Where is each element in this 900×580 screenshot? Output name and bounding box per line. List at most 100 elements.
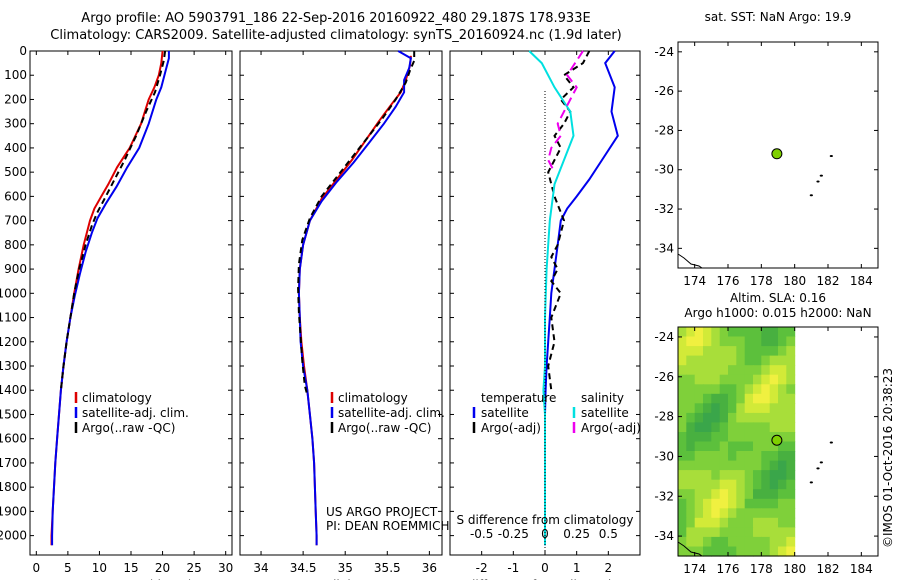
sla-cell (711, 432, 721, 443)
island-outline (816, 467, 820, 470)
sla-cell (728, 327, 737, 338)
sla-cell (686, 393, 696, 404)
sla-cell (728, 432, 737, 443)
sla-cell (728, 441, 737, 452)
sla-cell (711, 517, 721, 528)
sla-cell (719, 374, 729, 385)
sla-cell (719, 546, 729, 557)
sla-cell (744, 479, 754, 490)
sla-cell (778, 508, 787, 519)
sla-cell (719, 355, 729, 366)
depth-tick-label: 200 (4, 92, 27, 106)
sla-cell (728, 336, 737, 347)
sla-cell (678, 327, 687, 338)
lat-tick-label: -34 (654, 241, 674, 255)
sla-cell (678, 336, 687, 347)
depth-tick-label: 500 (4, 165, 27, 179)
sla-cell (686, 508, 696, 519)
depth-tick-label: 1600 (0, 432, 27, 446)
x-tick-label: 30 (218, 561, 233, 575)
sla-cell (703, 384, 712, 395)
sla-cell (711, 536, 721, 547)
island-outline (816, 180, 820, 183)
sla-cell (686, 498, 696, 509)
sla-cell (769, 365, 779, 376)
sla-cell (778, 498, 787, 509)
sla-cell (769, 479, 779, 490)
sla-cell (736, 536, 746, 547)
x-tick-label: 0 (32, 561, 40, 575)
legend-label-1: Argo(-adj) (481, 421, 541, 435)
sla-cell (719, 517, 729, 528)
island-outline (819, 461, 823, 464)
sla-cell (744, 546, 754, 557)
sla-cell (753, 517, 762, 528)
sla-cell (703, 412, 712, 423)
sla-cell (711, 451, 721, 462)
sla-cell (728, 508, 737, 519)
legend-label-2: satellite (581, 406, 629, 420)
depth-tick-label: 900 (4, 262, 27, 276)
lon-tick-label: 178 (750, 562, 773, 576)
sla-cell (728, 527, 737, 538)
sla-cell (728, 422, 737, 433)
series-line-3 (547, 50, 584, 173)
sla-cell (786, 441, 796, 452)
sla-cell (719, 336, 729, 347)
sla-cell (761, 336, 771, 347)
salinity-panel: 34 34.5 35 35.5 36 salinity climatologysatelli… (239, 50, 449, 580)
sla-cell (761, 432, 771, 443)
lon-tick-label: 178 (750, 274, 773, 288)
sla-cell (761, 441, 771, 452)
sla-cell (736, 346, 746, 357)
sla-cell (703, 355, 712, 366)
sla-cell (778, 460, 787, 471)
sla-cell (736, 441, 746, 452)
sla-cell (778, 365, 787, 376)
sla-cell (694, 384, 704, 395)
island-outline (829, 441, 833, 444)
sla-cell (786, 393, 796, 404)
sla-cell (736, 365, 746, 376)
sla-cell (694, 422, 704, 433)
sla-cell (678, 384, 687, 395)
sla-cell (719, 365, 729, 376)
sla-cell (719, 479, 729, 490)
sla-cell (694, 536, 704, 547)
sla-cell (736, 546, 746, 557)
sla-cell (786, 336, 796, 347)
sla-cell (736, 412, 746, 423)
sla-cell (744, 346, 754, 357)
project-annotation-0: US ARGO PROJECT (326, 505, 438, 519)
sla-cell (719, 384, 729, 395)
sla-cell (678, 536, 687, 547)
project-annotation-1: PI: DEAN ROEMMICH (326, 519, 449, 533)
island-outline (809, 481, 813, 484)
sla-cell (761, 460, 771, 471)
sla-cell (678, 393, 687, 404)
sla-cell (778, 374, 787, 385)
depth-tick-label: 300 (4, 117, 27, 131)
sla-cell (744, 470, 754, 481)
sla-cell (678, 355, 687, 366)
sla-cell (753, 374, 762, 385)
sla-cell (761, 327, 771, 338)
sla-cell (778, 327, 787, 338)
x-tick-label: -1 (507, 561, 519, 575)
sla-cell (694, 460, 704, 471)
sla-cell (719, 527, 729, 538)
sla-cell (719, 460, 729, 471)
sla-cell (761, 479, 771, 490)
depth-tick-label: 400 (4, 141, 27, 155)
lat-tick-label: -34 (654, 529, 674, 543)
sla-cell (728, 384, 737, 395)
sla-cell (744, 441, 754, 452)
map-frame (677, 41, 879, 269)
sla-cell (678, 365, 687, 376)
sla-cell (694, 374, 704, 385)
sla-cell (686, 527, 696, 538)
sla-cell (728, 470, 737, 481)
sla-cell (753, 470, 762, 481)
sla-cell (769, 546, 779, 557)
sla-cell (744, 527, 754, 538)
